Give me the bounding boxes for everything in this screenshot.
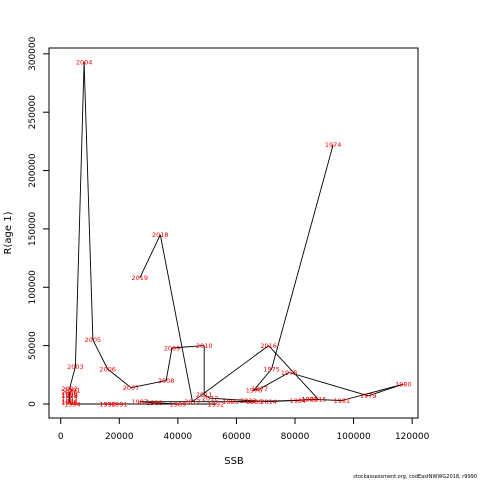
x-tick-label: 40000 — [164, 432, 193, 442]
year-label: 2016 — [260, 342, 277, 350]
year-label: 1984 — [290, 397, 307, 405]
y-axis: 0 50000 100000 150000 200000 250000 300000 — [28, 36, 50, 407]
series-segment — [69, 402, 73, 405]
series-segment — [253, 368, 272, 391]
series-segment — [271, 144, 334, 370]
year-label: 1987 — [132, 398, 149, 406]
year-label: 1986 — [246, 398, 263, 406]
year-label: 2014 — [260, 398, 277, 406]
year-label: 2001 — [64, 386, 81, 394]
year-label: 1999 — [61, 391, 78, 399]
series-segment — [253, 388, 260, 391]
y-axis-title: R(age 1) — [3, 211, 14, 254]
y-tick-label: 200000 — [28, 153, 38, 188]
year-label: 1988 — [146, 399, 163, 407]
series-segment — [165, 347, 173, 381]
year-label: 1983 — [301, 396, 318, 404]
x-tick-label: 120000 — [395, 432, 430, 442]
year-label: 1980 — [395, 381, 412, 389]
series-segment — [139, 234, 161, 279]
year-label: 2012 — [202, 395, 219, 403]
series-segment — [248, 400, 269, 403]
year-label: 2010 — [196, 342, 213, 350]
series-segment — [171, 345, 205, 349]
year-label: 2003 — [67, 363, 84, 371]
series-segment — [341, 383, 404, 401]
year-label: 2019 — [132, 274, 149, 282]
year-label: 2005 — [85, 336, 102, 344]
series-segment — [92, 339, 109, 370]
series-segment — [203, 394, 211, 399]
year-label: 1995 — [61, 399, 78, 407]
year-label: 1992 — [208, 400, 225, 408]
y-tick-label: 150000 — [28, 211, 38, 246]
year-label: 1990 — [99, 400, 116, 408]
series-segment — [130, 380, 167, 389]
x-tick-label: 80000 — [281, 432, 310, 442]
series-segment — [288, 372, 369, 397]
year-label: 1976 — [246, 386, 263, 394]
year-label: 1998 — [61, 392, 78, 400]
year-label: 1994 — [64, 400, 81, 408]
series-segment — [259, 372, 290, 390]
year-label: 2009 — [164, 344, 181, 352]
year-label: 1974 — [325, 141, 342, 149]
y-tick-label: 100000 — [28, 270, 38, 305]
year-label: 1993 — [99, 400, 116, 408]
year-label: 1982 — [301, 396, 318, 404]
series-segment — [83, 61, 94, 340]
year-label: 1977 — [252, 385, 269, 393]
x-tick-label: 20000 — [105, 432, 134, 442]
year-label: 1975 — [263, 365, 280, 373]
series-segment — [74, 61, 85, 367]
year-label: 2007 — [123, 384, 140, 392]
series-segment — [268, 345, 319, 400]
y-tick-label: 300000 — [28, 36, 38, 71]
year-label: 2013 — [240, 397, 257, 405]
year-label: 2011 — [196, 391, 213, 399]
y-tick-label: 50000 — [28, 331, 38, 360]
series-segment — [139, 401, 155, 404]
x-tick-label: 60000 — [222, 432, 251, 442]
year-label: 1981 — [334, 397, 351, 405]
x-tick-label: 0 — [58, 432, 64, 442]
year-label: 1979 — [360, 392, 377, 400]
series-segment — [192, 345, 269, 403]
year-label: 1996 — [61, 398, 78, 406]
year-label: 2004 — [76, 58, 93, 66]
series-segment — [69, 366, 76, 389]
year-label: 2000 — [61, 389, 78, 397]
sr-series — [69, 61, 404, 405]
x-axis-title: SSB — [224, 456, 244, 467]
year-label: 2015 — [310, 396, 327, 404]
series-segment — [159, 234, 193, 402]
series-segment — [69, 388, 73, 391]
year-label: 1978 — [281, 369, 298, 377]
year-label: 1997 — [61, 396, 78, 404]
y-tick-label: 250000 — [28, 95, 38, 130]
source-caption: stockassessment.org, codEastNWWG2018, r9… — [353, 474, 477, 480]
year-label: 2006 — [99, 365, 116, 373]
series-segment — [210, 397, 249, 401]
x-axis: 0 20000 40000 60000 80000 100000 120000 — [58, 417, 430, 442]
year-label: 2002 — [61, 385, 78, 393]
year-label: 1991 — [111, 400, 128, 408]
series-segment — [268, 398, 319, 403]
year-label: 1989 — [170, 400, 187, 408]
year-label: 2018 — [152, 231, 169, 239]
series-segment — [107, 368, 132, 389]
y-tick-label: 0 — [28, 401, 38, 407]
year-label: 1985 — [222, 398, 239, 406]
series-segment — [69, 389, 73, 393]
year-label: 2017 — [184, 398, 201, 406]
year-label: 2008 — [158, 377, 175, 385]
x-tick-label: 100000 — [336, 432, 371, 442]
